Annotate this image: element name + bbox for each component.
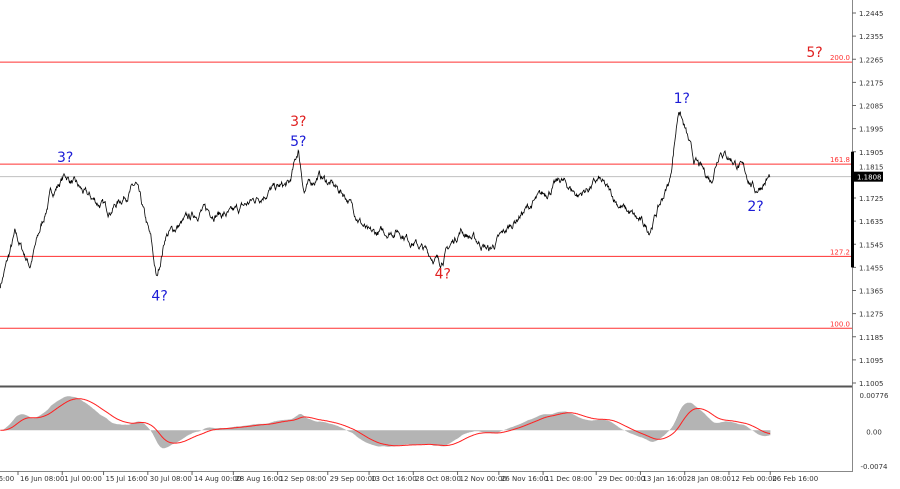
price-tick-label: 1.1005 bbox=[859, 380, 884, 388]
price-tick-label: 1.2355 bbox=[859, 33, 884, 41]
time-tick-label: 28 Oct 08:00 bbox=[415, 475, 461, 483]
oscillator-tick-label: 0.00 bbox=[866, 428, 882, 436]
time-tick-label: 29 Sep 00:00 bbox=[330, 475, 377, 483]
time-tick-label: 12 Sep 08:00 bbox=[280, 475, 327, 483]
fib-level-label: 161.8 bbox=[830, 156, 850, 164]
price-tick-label: 1.1725 bbox=[859, 195, 884, 203]
fib-level-label: 100.0 bbox=[830, 320, 850, 328]
wave-label: 4? bbox=[435, 266, 451, 282]
price-tick-label: 1.1275 bbox=[859, 311, 884, 319]
oscillator-tick-label: -0.0074 bbox=[860, 463, 888, 471]
price-tick-label: 1.1365 bbox=[859, 288, 884, 296]
time-tick-label: 13 Oct 16:00 bbox=[371, 475, 417, 483]
price-tick-label: 1.1905 bbox=[859, 149, 884, 157]
current-price-badge bbox=[853, 171, 883, 182]
time-tick-label: 28 Jan 08:00 bbox=[687, 475, 731, 483]
time-tick-label: 1 Jul 00:00 bbox=[64, 475, 102, 483]
price-series bbox=[0, 111, 771, 289]
price-tick-label: 1.1095 bbox=[859, 357, 884, 365]
oscillator-signal-line bbox=[0, 398, 771, 447]
price-tick-label: 1.2175 bbox=[859, 79, 884, 87]
price-tick-label: 1.2085 bbox=[859, 103, 884, 111]
price-tick-label: 1.2265 bbox=[859, 56, 884, 64]
wave-label: 1? bbox=[674, 91, 690, 107]
wave-label: 2? bbox=[747, 199, 763, 215]
fib-level-label: 200.0 bbox=[830, 54, 850, 62]
wave-label: 3? bbox=[290, 114, 306, 130]
fib-level-label: 127.2 bbox=[830, 248, 850, 256]
time-tick-label: 11 Dec 08:00 bbox=[545, 475, 592, 483]
time-tick-label: 26 Feb 16:00 bbox=[772, 475, 818, 483]
time-tick-label: 16:00 bbox=[0, 475, 14, 483]
current-price-label: 1.1808 bbox=[857, 174, 882, 182]
oscillator-tick-label: 0.00776 bbox=[860, 392, 889, 400]
wave-labels: 3? 4? 3? 5? 4? 1? 2? 5? bbox=[57, 45, 823, 304]
time-tick-label: 12 Feb 00:00 bbox=[731, 475, 777, 483]
time-tick-label: 15 Jul 16:00 bbox=[106, 475, 148, 483]
time-tick-label: 30 Jul 08:00 bbox=[150, 475, 192, 483]
wave-label: 3? bbox=[57, 150, 73, 166]
price-tick-label: 1.1545 bbox=[859, 241, 884, 249]
price-tick-label: 1.1995 bbox=[859, 126, 884, 134]
time-tick-label: 16 Jun 08:00 bbox=[20, 475, 64, 483]
price-tick-label: 1.1815 bbox=[859, 164, 884, 172]
price-tick-label: 1.1185 bbox=[859, 334, 884, 342]
time-tick-label: 26 Nov 16:00 bbox=[501, 475, 548, 483]
wave-label: 4? bbox=[151, 288, 167, 304]
time-axis: 16:00 16 Jun 08:001 Jul 00:00 15 Jul 16:00… bbox=[0, 471, 818, 483]
price-axis: 1.2445 1.2355 1.2265 1.2175 1.2085 1.1995 1.19… bbox=[851, 10, 889, 471]
price-tick-label: 1.2445 bbox=[859, 10, 884, 18]
time-tick-label: 12 Nov 00:00 bbox=[460, 475, 507, 483]
time-tick-label: 29 Dec 00:00 bbox=[598, 475, 645, 483]
fibonacci-levels: 200.0 161.8 127.2 100.0 bbox=[0, 54, 852, 329]
oscillator-panel bbox=[0, 396, 771, 449]
wave-label: 5? bbox=[806, 45, 822, 61]
price-tick-label: 1.1455 bbox=[859, 264, 884, 272]
time-tick-label: 28 Aug 16:00 bbox=[235, 475, 282, 483]
wave-label: 5? bbox=[290, 134, 306, 150]
time-tick-label: 13 Jan 16:00 bbox=[642, 475, 686, 483]
time-tick-label: 14 Aug 00:00 bbox=[194, 475, 241, 483]
price-tick-label: 1.1635 bbox=[859, 218, 884, 226]
